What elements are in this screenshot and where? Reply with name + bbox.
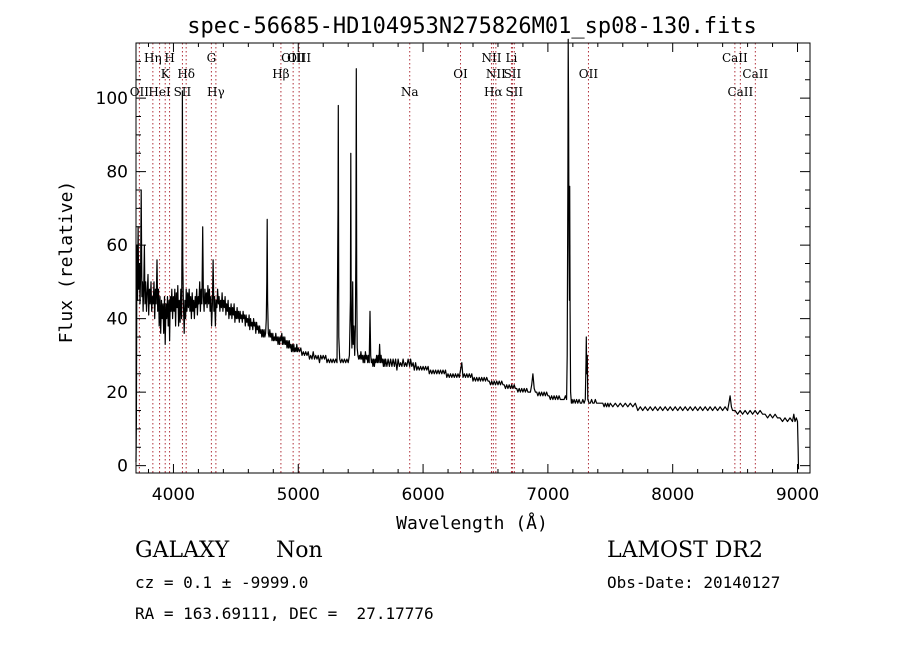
y-axis-label: Flux (relative) — [56, 181, 77, 344]
x-axis-label: Wavelength (Å) — [396, 512, 548, 534]
chart-title: spec-56685-HD104953N275826M01_sp08-130.f… — [187, 14, 757, 39]
spectral-line-markers — [138, 43, 756, 473]
spectral-line-label: OII — [130, 85, 150, 99]
y-tick-label: 20 — [106, 383, 128, 403]
flux-series — [135, 38, 800, 470]
x-axis: 4000 5000 6000 7000 8000 9000 — [147, 43, 819, 505]
x-tick-label: 9000 — [776, 485, 819, 505]
x-tick-label: 5000 — [277, 485, 320, 505]
redshift-line: cz = 0.1 ± -9999.0 — [135, 573, 309, 592]
spectral-line-label: CaII — [742, 67, 768, 81]
spectral-line-label: OIII — [281, 51, 305, 65]
spectral-line-label: OIII — [287, 51, 311, 65]
spectral-line-label: Hα — [484, 85, 503, 99]
spectral-line-label: NII — [486, 67, 506, 81]
survey-name: LAMOST DR2 — [607, 538, 763, 563]
y-tick-label: 100 — [96, 89, 128, 109]
y-tick-label: 80 — [106, 163, 128, 183]
spectral-line-label: Na — [401, 85, 419, 99]
spectral-line-label: K — [161, 67, 171, 81]
x-tick-label: 8000 — [651, 485, 694, 505]
spectral-line-label: CaII — [722, 51, 748, 65]
spectral-line-label: CaII — [727, 85, 753, 99]
spectral-line-label: NII — [481, 51, 501, 65]
spectral-line-label: HeI — [148, 85, 171, 99]
spectral-line-label: Hη — [144, 51, 162, 65]
object-subclass: Non — [276, 538, 323, 563]
obs-date: Obs-Date: 20140127 — [607, 573, 781, 592]
spectral-line-label: Li — [506, 51, 518, 65]
y-tick-label: 60 — [106, 236, 128, 256]
object-class: GALAXY — [135, 538, 230, 563]
spectral-line-label: H — [164, 51, 174, 65]
x-tick-label: 4000 — [152, 485, 195, 505]
spectral-line-label: Hδ — [177, 67, 195, 81]
x-tick-label: 6000 — [401, 485, 444, 505]
spectral-line-label: G — [207, 51, 217, 65]
y-tick-label: 0 — [117, 457, 128, 477]
flux-line — [135, 38, 800, 470]
spectral-line-label: SII — [505, 85, 523, 99]
spectral-line-label: SII — [504, 67, 522, 81]
y-axis: 0 20 40 60 80 100 — [96, 60, 810, 477]
coordinates: RA = 163.69111, DEC = 27.17776 — [135, 604, 434, 623]
spectral-line-label: Hβ — [272, 67, 289, 81]
spectral-line-label: OI — [453, 67, 468, 81]
spectral-line-label: Hγ — [207, 85, 225, 99]
spectral-line-label: OII — [579, 67, 599, 81]
x-tick-label: 7000 — [526, 485, 569, 505]
y-tick-label: 40 — [106, 310, 128, 330]
